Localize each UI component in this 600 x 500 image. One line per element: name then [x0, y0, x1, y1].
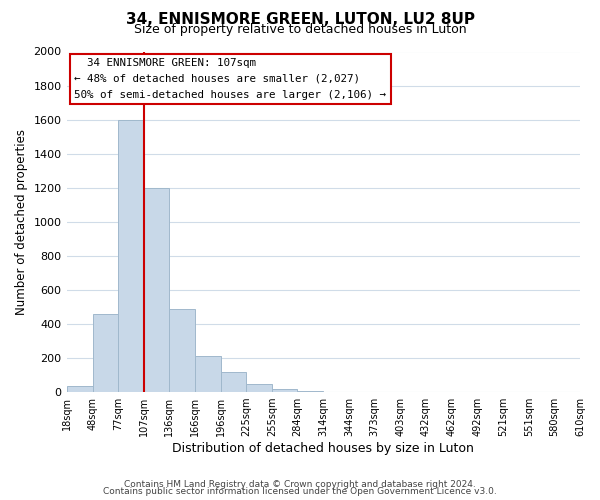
- Bar: [92, 314, 118, 392]
- Bar: [144, 188, 169, 392]
- Text: Size of property relative to detached houses in Luton: Size of property relative to detached ho…: [134, 24, 466, 36]
- Text: 34, ENNISMORE GREEN, LUTON, LU2 8UP: 34, ENNISMORE GREEN, LUTON, LU2 8UP: [125, 12, 475, 28]
- Bar: [272, 389, 297, 392]
- Bar: [195, 356, 221, 392]
- Bar: [297, 390, 323, 392]
- X-axis label: Distribution of detached houses by size in Luton: Distribution of detached houses by size …: [172, 442, 474, 455]
- Bar: [67, 386, 92, 392]
- Bar: [118, 120, 144, 392]
- Bar: [246, 384, 272, 392]
- Bar: [169, 308, 195, 392]
- Bar: [221, 372, 246, 392]
- Text: Contains public sector information licensed under the Open Government Licence v3: Contains public sector information licen…: [103, 487, 497, 496]
- Y-axis label: Number of detached properties: Number of detached properties: [15, 129, 28, 315]
- Text: Contains HM Land Registry data © Crown copyright and database right 2024.: Contains HM Land Registry data © Crown c…: [124, 480, 476, 489]
- Text: 34 ENNISMORE GREEN: 107sqm
← 48% of detached houses are smaller (2,027)
50% of s: 34 ENNISMORE GREEN: 107sqm ← 48% of deta…: [74, 58, 386, 100]
